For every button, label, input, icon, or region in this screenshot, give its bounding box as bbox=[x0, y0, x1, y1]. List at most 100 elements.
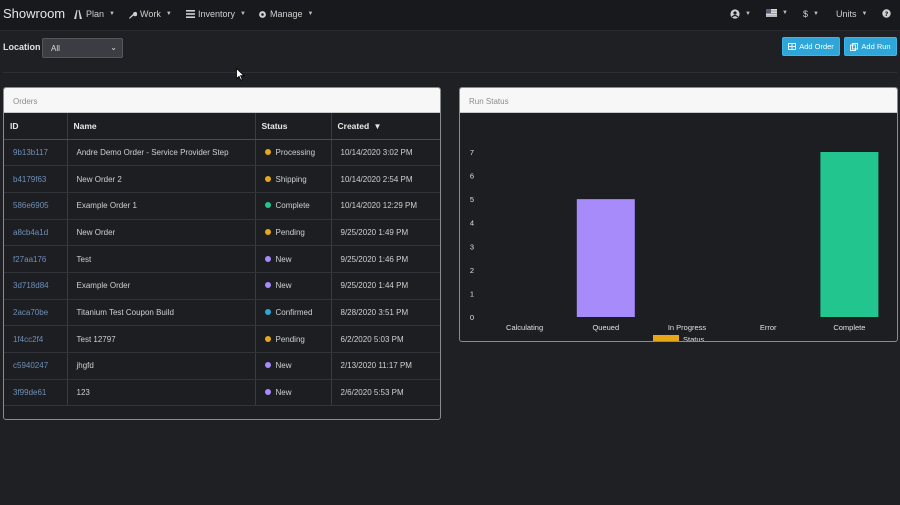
order-status-label: Processing bbox=[275, 147, 316, 157]
orders-panel-title: Orders bbox=[4, 88, 440, 113]
table-row[interactable]: 2aca70be Titanium Test Coupon Build Confir… bbox=[4, 299, 440, 327]
nav-plan[interactable]: Plan ▼ bbox=[73, 9, 115, 19]
order-status: New bbox=[255, 379, 332, 407]
add-run-button[interactable]: Add Run bbox=[844, 37, 897, 56]
order-created: 9/25/2020 1:44 PM bbox=[331, 272, 440, 300]
table-row[interactable]: 3f99de61 123 New 2/6/2020 5:53 PM bbox=[4, 379, 440, 407]
order-status: Shipping bbox=[255, 165, 332, 193]
order-id-link[interactable]: 1f4cc2f4 bbox=[4, 325, 68, 353]
order-status-label: New bbox=[275, 361, 292, 371]
order-status-label: New bbox=[275, 281, 292, 291]
orders-table: ID Name Status Created ▼ 9b13b117 Andre D… bbox=[4, 113, 440, 407]
table-row[interactable]: c5940247 jhgfd New 2/13/2020 11:17 PM bbox=[4, 352, 440, 380]
order-status-label: New bbox=[275, 388, 292, 398]
order-id-link[interactable]: a8cb4a1d bbox=[4, 219, 68, 247]
status-dot-icon bbox=[264, 282, 271, 289]
order-id-link[interactable]: 9b13b117 bbox=[4, 139, 68, 167]
order-status: Complete bbox=[255, 192, 332, 220]
x-tick-label: Calculating bbox=[506, 323, 543, 332]
order-id-link[interactable]: c5940247 bbox=[4, 352, 68, 380]
column-header-created[interactable]: Created ▼ bbox=[331, 113, 440, 140]
order-id-link[interactable]: 2aca70be bbox=[4, 299, 68, 327]
y-tick-label: 4 bbox=[470, 219, 474, 228]
user-icon bbox=[730, 9, 740, 19]
units-menu[interactable]: Units ▼ bbox=[836, 9, 867, 19]
help-icon: ? bbox=[882, 9, 891, 18]
add-order-label: Add Order bbox=[799, 42, 834, 51]
brand-logo[interactable]: Showroom bbox=[3, 6, 66, 21]
x-tick-label: Queued bbox=[592, 323, 619, 332]
help-button[interactable]: ? bbox=[882, 9, 891, 18]
order-status-label: Confirmed bbox=[275, 307, 313, 317]
bar-chart: 0 1 2 3 4 5 6 7 Calculating Queued In Progress Erro… bbox=[470, 148, 879, 341]
y-tick-label: 1 bbox=[470, 289, 474, 298]
order-created: 9/25/2020 1:49 PM bbox=[331, 219, 440, 247]
order-id-link[interactable]: f27aa176 bbox=[4, 245, 68, 273]
run-status-panel-title: Run Status bbox=[460, 88, 897, 113]
column-header-name[interactable]: Name bbox=[67, 113, 256, 140]
order-name: Andre Demo Order - Service Provider Step bbox=[67, 139, 256, 167]
order-name: Titanium Test Coupon Build bbox=[67, 299, 256, 327]
order-id-link[interactable]: 3f99de61 bbox=[4, 379, 68, 407]
order-name: jhgfd bbox=[67, 352, 256, 380]
us-flag-icon bbox=[766, 9, 777, 17]
order-status: New bbox=[255, 272, 332, 300]
status-dot-icon bbox=[264, 255, 271, 262]
order-name: Test bbox=[67, 245, 256, 273]
order-id-link[interactable]: 3d718d84 bbox=[4, 272, 68, 300]
table-row[interactable]: a8cb4a1d New Order Pending 9/25/2020 1:49 P… bbox=[4, 219, 440, 247]
order-name: Test 12797 bbox=[67, 325, 256, 353]
order-created: 9/25/2020 1:46 PM bbox=[331, 245, 440, 273]
order-status: Processing bbox=[255, 139, 332, 167]
y-tick-label: 6 bbox=[470, 172, 474, 181]
order-status: New bbox=[255, 352, 332, 380]
table-row[interactable]: 586e6905 Example Order 1 Complete 10/14/202… bbox=[4, 192, 440, 220]
order-name: New Order 2 bbox=[67, 165, 256, 193]
top-navbar: Showroom Plan ▼ Work ▼ Inventory ▼ Manage ▼ … bbox=[0, 0, 900, 31]
table-row[interactable]: f27aa176 Test New 9/25/2020 1:46 PM bbox=[4, 245, 440, 273]
status-dot-icon bbox=[264, 228, 271, 235]
table-row[interactable]: b4179f63 New Order 2 Shipping 10/14/2020 2:… bbox=[4, 165, 440, 193]
nav-plan-label: Plan bbox=[86, 9, 105, 19]
nav-work-label: Work bbox=[140, 9, 161, 19]
chevron-down-icon: ▼ bbox=[745, 11, 751, 17]
order-id-link[interactable]: 586e6905 bbox=[4, 192, 68, 220]
order-status-label: New bbox=[275, 254, 292, 264]
chevron-down-icon: ⌄ bbox=[110, 43, 117, 52]
table-row[interactable]: 1f4cc2f4 Test 12797 Pending 6/2/2020 5:03 P… bbox=[4, 325, 440, 353]
order-status-label: Pending bbox=[275, 334, 305, 344]
order-id-link[interactable]: b4179f63 bbox=[4, 165, 68, 193]
chevron-down-icon: ▼ bbox=[307, 11, 314, 17]
nav-inventory[interactable]: Inventory ▼ bbox=[186, 9, 246, 19]
order-created: 8/28/2020 3:51 PM bbox=[331, 299, 440, 327]
order-name: 123 bbox=[67, 379, 256, 407]
run-status-chart: 0 1 2 3 4 5 6 7 Calculating Queued In Progress Erro… bbox=[460, 113, 897, 341]
mouse-cursor-icon bbox=[236, 68, 245, 81]
currency-menu[interactable]: $ ▼ bbox=[803, 9, 819, 19]
x-tick-label: In Progress bbox=[668, 323, 707, 332]
table-row[interactable]: 9b13b117 Andre Demo Order - Service Provi… bbox=[4, 139, 440, 167]
x-tick-label: Complete bbox=[833, 323, 865, 332]
status-dot-icon bbox=[264, 175, 271, 182]
column-header-id[interactable]: ID bbox=[4, 113, 68, 140]
chevron-down-icon: ▼ bbox=[165, 11, 172, 17]
column-header-status[interactable]: Status bbox=[255, 113, 332, 140]
y-tick-label: 2 bbox=[470, 266, 474, 275]
x-tick-label: Error bbox=[760, 323, 777, 332]
language-menu[interactable]: ▼ bbox=[766, 9, 788, 17]
road-icon bbox=[74, 9, 82, 19]
user-menu[interactable]: ▼ bbox=[730, 9, 751, 19]
orders-table-body: 9b13b117 Andre Demo Order - Service Provi… bbox=[4, 139, 440, 407]
nav-work[interactable]: Work ▼ bbox=[128, 9, 172, 19]
legend-swatch bbox=[653, 335, 679, 341]
location-select[interactable]: All ⌄ bbox=[42, 38, 123, 58]
add-order-button[interactable]: Add Order bbox=[782, 37, 840, 56]
status-dot-icon bbox=[264, 148, 271, 155]
order-status-label: Pending bbox=[275, 227, 305, 237]
nav-manage-label: Manage bbox=[270, 9, 303, 19]
table-icon bbox=[788, 43, 797, 50]
table-row[interactable]: 3d718d84 Example Order New 9/25/2020 1:44 P… bbox=[4, 272, 440, 300]
list-icon bbox=[186, 10, 195, 18]
y-tick-label: 7 bbox=[470, 148, 474, 157]
nav-manage[interactable]: Manage ▼ bbox=[258, 9, 313, 19]
